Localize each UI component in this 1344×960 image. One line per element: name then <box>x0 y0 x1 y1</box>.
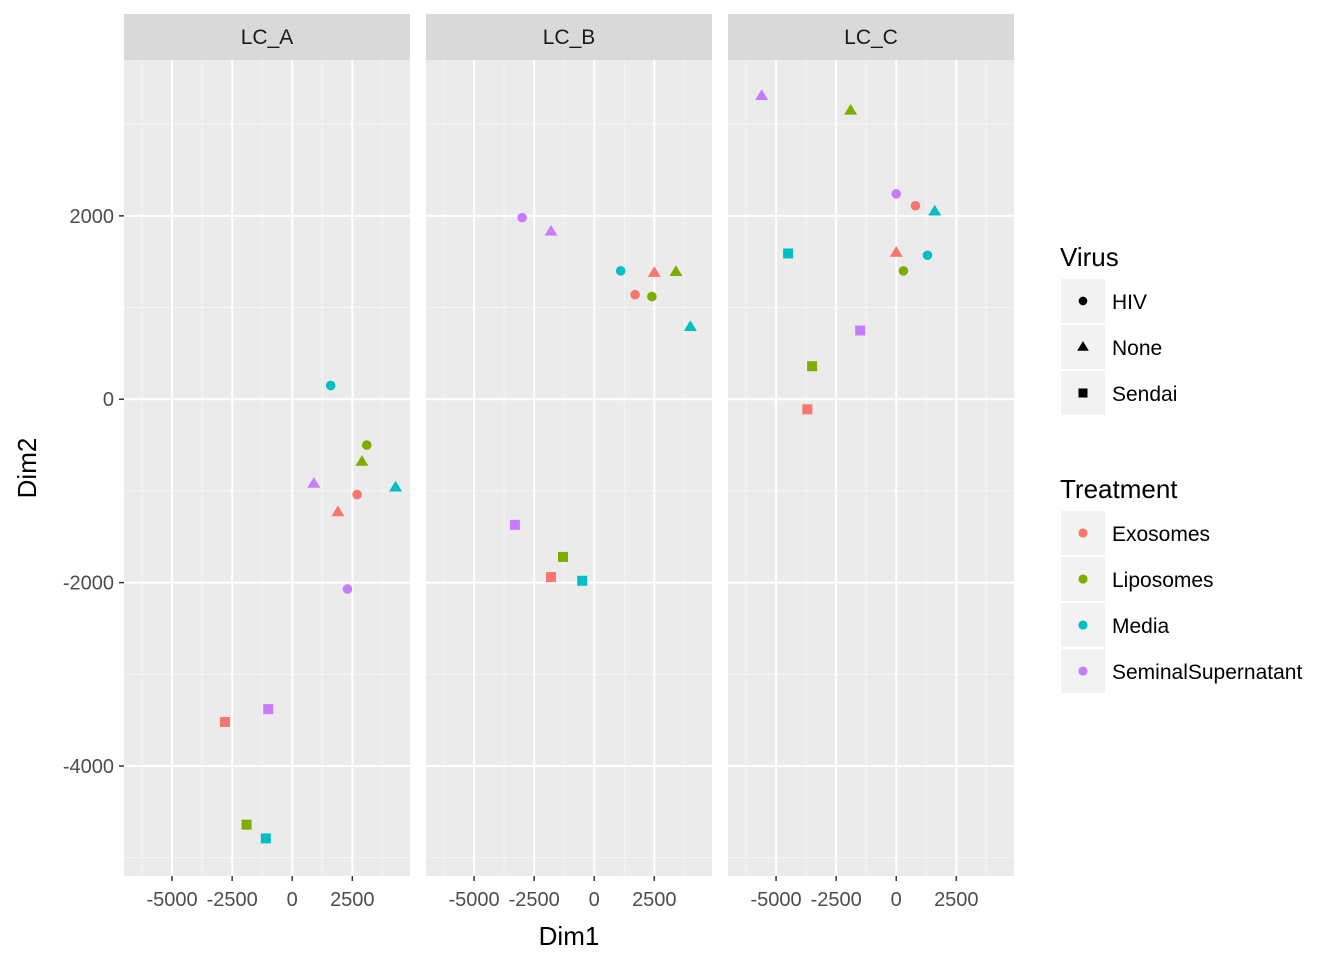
x-tick-label: -5000 <box>750 889 801 911</box>
virus-legend-title: Virus <box>1060 242 1119 272</box>
data-point-hiv-exosomes <box>910 200 921 211</box>
data-point-sendai-liposomes <box>241 819 252 830</box>
data-point-hiv-media <box>325 380 336 391</box>
data-point-sendai-seminalsupernatant <box>855 325 866 336</box>
data-point-sendai-seminalsupernatant <box>263 704 274 715</box>
treatment-legend: Treatment Exosomes Liposomes Media SeminalS… <box>1060 474 1302 693</box>
legend-label-sendai: Sendai <box>1112 383 1177 406</box>
data-point-sendai-liposomes <box>807 361 818 372</box>
data-point-hiv-media <box>922 250 933 261</box>
y-axis: -4000 -2000 0 2000 <box>63 206 124 778</box>
data-point-hiv-liposomes <box>361 440 372 450</box>
facet-strip <box>426 14 712 60</box>
data-point-none-liposomes <box>669 265 683 277</box>
x-axis: -5000 -2500 0 2500 -5000 -2500 0 2500 -5000 -2500… <box>146 876 979 911</box>
x-tick-label: 0 <box>891 889 902 911</box>
data-point-sendai-media <box>260 833 271 844</box>
legend-label-hiv: HIV <box>1112 291 1147 314</box>
legend-label-liposomes: Liposomes <box>1112 569 1214 592</box>
facet-strip <box>124 14 410 60</box>
y-tick-label: 2000 <box>70 206 115 228</box>
facet-strip-label: LC_A <box>241 26 294 49</box>
x-tick-label: -5000 <box>448 889 499 911</box>
data-point-hiv-liposomes <box>898 266 909 276</box>
x-tick-label: 2500 <box>632 889 677 911</box>
treatment-legend-title: Treatment <box>1060 474 1178 504</box>
x-tick-label: -2500 <box>207 889 258 911</box>
legend-key-media <box>1078 620 1088 630</box>
facet-panel-LC_C: LC_C <box>728 14 1014 876</box>
data-point-sendai-media <box>577 575 588 586</box>
facet-panel-LC_A: LC_A <box>124 14 410 876</box>
legend-key-liposomes <box>1078 574 1088 584</box>
y-axis-title: Dim2 <box>12 438 42 499</box>
data-point-hiv-liposomes <box>647 291 657 302</box>
facet-strip <box>728 14 1014 60</box>
x-tick-label: 0 <box>589 889 600 911</box>
data-point-hiv-seminalsupernatant <box>517 212 527 223</box>
legend-key-sendai <box>1078 388 1088 398</box>
data-point-sendai-exosomes <box>219 716 230 727</box>
data-point-sendai-liposomes <box>557 551 568 562</box>
data-point-sendai-media <box>783 248 794 259</box>
x-axis-title: Dim1 <box>539 921 600 951</box>
data-point-none-exosomes <box>647 266 661 277</box>
y-tick-label: -4000 <box>63 756 114 778</box>
data-point-none-media <box>389 480 403 492</box>
data-point-none-exosomes <box>331 505 345 517</box>
x-tick-label: -5000 <box>146 889 197 911</box>
data-point-hiv-media <box>615 266 626 276</box>
data-point-sendai-exosomes <box>545 572 556 583</box>
x-tick-label: -2500 <box>811 889 862 911</box>
legend-key-none <box>1077 341 1089 351</box>
data-point-none-liposomes <box>844 103 858 115</box>
facet-strip-label: LC_B <box>543 26 596 49</box>
data-point-none-seminalsupernatant <box>544 224 558 236</box>
data-point-none-exosomes <box>889 246 903 257</box>
legend-key-exosomes <box>1078 528 1088 538</box>
data-point-hiv-seminalsupernatant <box>342 584 353 594</box>
data-point-hiv-exosomes <box>352 489 362 500</box>
legend-key-hiv <box>1078 296 1088 306</box>
x-tick-label: 0 <box>287 889 298 911</box>
data-point-hiv-seminalsupernatant <box>891 189 902 199</box>
data-point-none-media <box>928 204 942 216</box>
legend-label-exosomes: Exosomes <box>1112 523 1210 546</box>
x-tick-label: 2500 <box>330 889 375 911</box>
legend-label-seminalsupernatant: SeminalSupernatant <box>1112 661 1302 684</box>
y-tick-label: -2000 <box>63 573 114 595</box>
legend-label-media: Media <box>1112 615 1170 638</box>
data-point-sendai-exosomes <box>802 404 813 415</box>
virus-legend: Virus HIV None Sendai <box>1060 242 1177 415</box>
facet-panel-LC_B: LC_B <box>426 14 712 876</box>
legend-label-none: None <box>1112 337 1162 360</box>
data-point-none-media <box>683 320 697 332</box>
data-point-none-liposomes <box>355 455 369 466</box>
data-point-hiv-exosomes <box>630 289 640 300</box>
x-tick-label: 2500 <box>934 889 979 911</box>
panel-background <box>426 60 712 876</box>
x-tick-label: -2500 <box>509 889 560 911</box>
data-point-none-seminalsupernatant <box>307 477 321 488</box>
panel-background <box>124 60 410 876</box>
facet-strip-label: LC_C <box>844 26 898 49</box>
facet-panels: LC_A LC_B LC_C <box>124 14 1014 876</box>
data-point-none-seminalsupernatant <box>755 89 769 100</box>
legend-key-seminalsupernatant <box>1078 666 1088 676</box>
panel-background <box>728 60 1014 876</box>
y-tick-label: 0 <box>103 389 114 411</box>
data-point-sendai-seminalsupernatant <box>509 519 520 530</box>
